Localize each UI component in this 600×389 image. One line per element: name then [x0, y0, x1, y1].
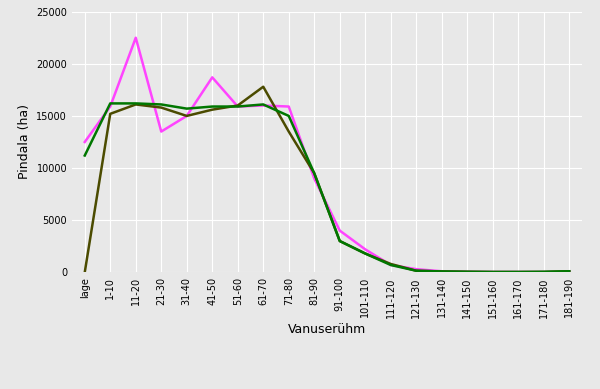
2118 [285, 129, 292, 134]
2218 [489, 270, 496, 274]
2018 [158, 129, 165, 134]
X-axis label: Vanuserühm: Vanuserühm [288, 323, 366, 336]
2018 [107, 104, 114, 109]
2218 [540, 270, 547, 274]
2118 [183, 114, 190, 118]
2118 [515, 270, 522, 274]
2018 [81, 140, 88, 144]
Y-axis label: Pindala (ha): Pindala (ha) [18, 105, 31, 179]
2218 [209, 104, 216, 109]
2018 [209, 75, 216, 80]
2218 [260, 102, 267, 107]
2018 [489, 270, 496, 274]
2018 [183, 114, 190, 118]
2118 [489, 270, 496, 274]
2018 [438, 269, 445, 273]
2118 [158, 105, 165, 110]
2218 [81, 153, 88, 158]
2118 [566, 269, 573, 273]
Line: 2218: 2218 [85, 103, 569, 272]
2018 [362, 247, 369, 252]
2018 [387, 263, 394, 267]
2218 [413, 268, 420, 273]
2118 [132, 102, 139, 107]
2218 [285, 114, 292, 118]
2118 [336, 239, 343, 244]
2118 [260, 84, 267, 89]
2218 [362, 251, 369, 256]
2218 [107, 101, 114, 106]
2118 [464, 270, 471, 274]
2018 [285, 104, 292, 109]
2018 [566, 270, 573, 274]
2218 [438, 269, 445, 274]
2018 [413, 267, 420, 272]
2118 [413, 268, 420, 273]
Line: 2118: 2118 [85, 87, 569, 272]
2218 [132, 101, 139, 106]
2018 [336, 228, 343, 233]
2118 [234, 103, 241, 108]
2218 [336, 239, 343, 244]
2218 [387, 263, 394, 267]
2118 [107, 112, 114, 116]
2218 [464, 270, 471, 274]
2118 [209, 107, 216, 112]
2018 [464, 270, 471, 274]
2118 [362, 251, 369, 256]
2118 [311, 171, 318, 175]
2218 [234, 104, 241, 109]
2218 [566, 269, 573, 273]
2018 [234, 104, 241, 109]
2018 [260, 103, 267, 108]
2018 [515, 270, 522, 274]
2218 [183, 106, 190, 111]
2018 [540, 270, 547, 274]
2218 [158, 102, 165, 107]
Legend: 2018, 2118, 2218: 2018, 2118, 2218 [217, 388, 437, 389]
2118 [387, 262, 394, 266]
2118 [81, 270, 88, 275]
2018 [311, 176, 318, 181]
2218 [515, 270, 522, 274]
2018 [132, 35, 139, 40]
2118 [540, 270, 547, 274]
2218 [311, 171, 318, 175]
Line: 2018: 2018 [85, 38, 569, 272]
2118 [438, 269, 445, 274]
